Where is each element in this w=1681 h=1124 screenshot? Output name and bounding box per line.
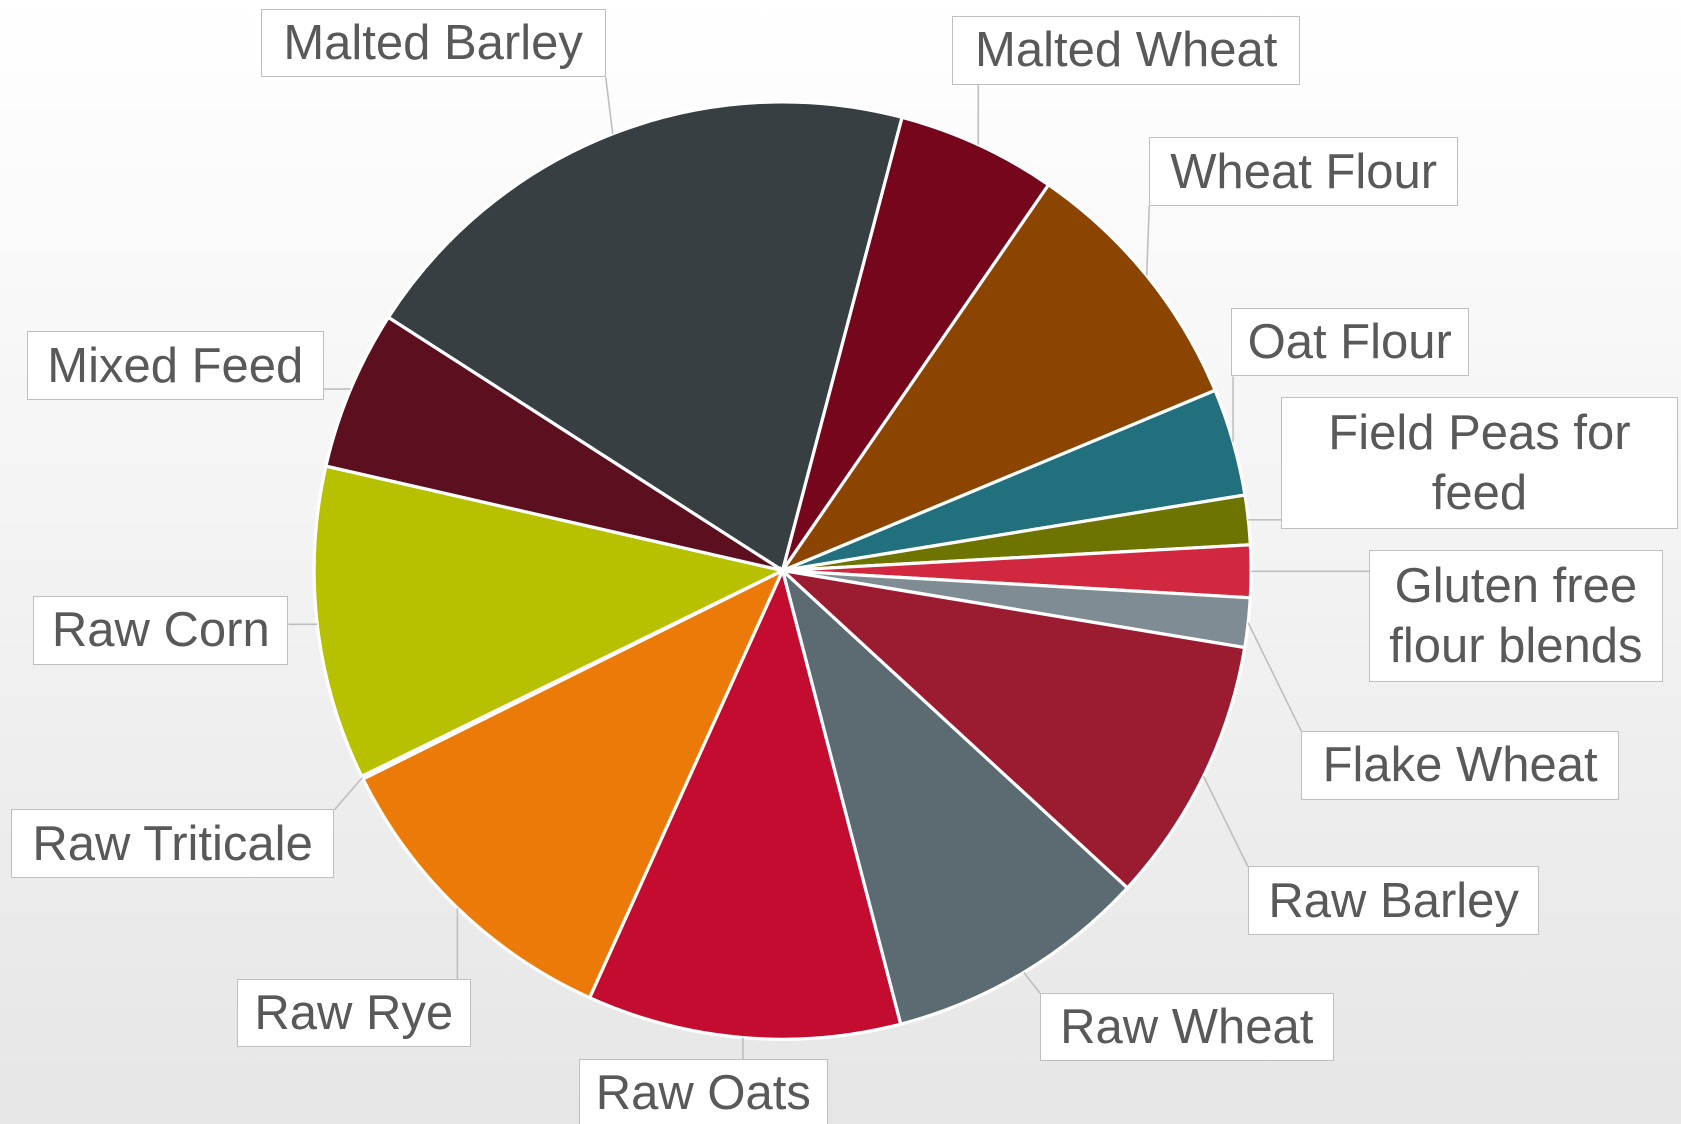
- leader-line: [1023, 971, 1041, 994]
- slice-label: Raw Oats: [578, 1059, 828, 1124]
- pie-slice: [778, 182, 1218, 575]
- slice-label: Raw Wheat: [1039, 992, 1334, 1062]
- pie-slice: [781, 115, 1051, 572]
- slice-label: Raw Corn: [33, 596, 289, 665]
- pie-slice: [386, 100, 905, 574]
- leader-line: [604, 77, 614, 134]
- slice-label: Gluten free flour blends: [1369, 549, 1663, 682]
- leader-line: [1145, 205, 1151, 276]
- pie-slice: [779, 565, 1130, 1027]
- slice-label: Mixed Feed: [26, 331, 324, 400]
- slice-label: Field Peas for feed: [1281, 396, 1678, 529]
- pie-slice: [323, 315, 784, 573]
- slice-label: Raw Rye: [236, 978, 471, 1048]
- slice-label: Wheat Flour: [1149, 137, 1458, 206]
- slice-label: Malted Wheat: [951, 16, 1301, 85]
- pie-slice: [777, 568, 1247, 891]
- slice-label: Raw Triticale: [10, 809, 335, 879]
- pie-slice: [360, 567, 786, 1000]
- leader-line: [1247, 622, 1303, 732]
- leader-line: [1202, 775, 1249, 867]
- pie-slice: [312, 464, 788, 779]
- slice-label: Flake Wheat: [1301, 731, 1619, 800]
- slice-label: Raw Barley: [1247, 866, 1540, 935]
- leader-line: [333, 777, 363, 811]
- slice-label: Malted Barley: [260, 8, 606, 78]
- slice-label: Oat Flour: [1230, 307, 1469, 377]
- pie-slice: [587, 565, 903, 1041]
